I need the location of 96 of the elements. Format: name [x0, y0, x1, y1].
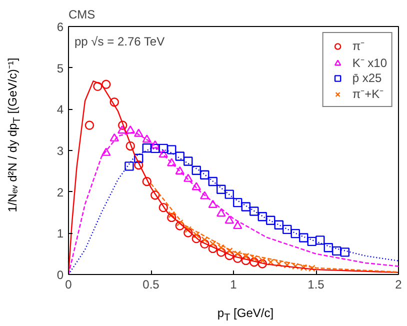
point: [290, 228, 300, 238]
point: [167, 145, 176, 154]
chart-title: CMS: [68, 8, 96, 22]
point: [118, 125, 127, 134]
point: [224, 216, 234, 224]
point: [150, 140, 160, 148]
point: [332, 246, 342, 256]
point: [142, 143, 152, 153]
point: [234, 250, 242, 258]
point: [299, 233, 308, 242]
point: [266, 216, 276, 225]
point: [250, 254, 258, 262]
point: [184, 226, 192, 233]
point: [226, 248, 233, 254]
point: [158, 144, 168, 154]
point: [175, 166, 184, 174]
point: [134, 154, 144, 163]
x-tick-label: 0.5: [142, 278, 160, 292]
point: [124, 162, 134, 171]
point: [184, 156, 193, 166]
point: [274, 220, 284, 230]
point: [224, 250, 234, 260]
point: [168, 211, 176, 218]
legend-label: K⁻ x10: [352, 55, 387, 71]
y-tick-label: 0: [56, 268, 64, 282]
point: [340, 248, 350, 257]
point: [208, 244, 218, 254]
y-tick-label: 2: [56, 185, 64, 200]
point: [209, 240, 216, 248]
point: [258, 212, 267, 222]
annotation: pp √s = 2.76 TeV: [74, 34, 165, 48]
point: [150, 144, 160, 154]
point: [200, 170, 210, 180]
x-tick-label: 2: [395, 278, 402, 292]
x-tick-label: 1.5: [308, 278, 325, 292]
point: [150, 190, 160, 200]
point: [175, 152, 184, 161]
point: [216, 184, 226, 194]
point: [102, 148, 111, 156]
point: [200, 191, 210, 200]
point: [158, 149, 168, 158]
point: [241, 256, 250, 266]
point: [192, 166, 201, 175]
point: [176, 219, 184, 226]
point: [233, 254, 242, 263]
point: [250, 258, 259, 267]
point: [200, 239, 210, 249]
point: [167, 212, 176, 222]
y-tick-label: 5: [56, 61, 64, 76]
point: [201, 236, 208, 244]
point: [134, 128, 144, 137]
legend-label: p̄ x25: [352, 71, 382, 85]
point: [158, 202, 168, 212]
point: [110, 98, 119, 107]
point: [216, 248, 226, 257]
point: [192, 182, 201, 190]
x-tick-label: 0: [65, 278, 72, 292]
x-axis-title: p$_{T}$ [GeV/c]: [216, 305, 275, 326]
point: [110, 133, 119, 142]
point: [233, 220, 242, 230]
point: [118, 120, 128, 130]
point: [241, 202, 250, 212]
point: [324, 243, 333, 252]
y-tick-label: 4: [56, 102, 64, 117]
x-tick-label: 1: [230, 278, 238, 292]
point: [175, 221, 184, 230]
point: [316, 236, 325, 245]
point: [192, 234, 201, 244]
y-tick-label: 6: [56, 20, 64, 34]
point: [142, 176, 152, 186]
point: [134, 160, 144, 170]
point: [167, 158, 176, 166]
point: [84, 120, 94, 130]
point: [307, 236, 316, 246]
legend-label: π⁻: [352, 38, 366, 54]
point: [192, 231, 200, 238]
point: [250, 206, 259, 216]
point: [126, 125, 135, 134]
point: [233, 198, 242, 208]
point: [216, 208, 226, 217]
point: [184, 174, 193, 182]
y-tick-label: 1: [56, 226, 64, 241]
point: [242, 252, 250, 260]
point: [282, 224, 292, 234]
point: [93, 82, 102, 92]
point: [218, 244, 225, 252]
line-series: [150, 182, 398, 273]
point: [126, 141, 135, 151]
point: [184, 228, 193, 238]
point: [208, 176, 218, 186]
point: [142, 134, 152, 143]
point: [224, 190, 234, 199]
y-tick-label: 3: [56, 144, 64, 158]
point: [102, 80, 111, 89]
point: [208, 200, 218, 208]
legend-label: π⁻+K⁻: [352, 86, 384, 102]
